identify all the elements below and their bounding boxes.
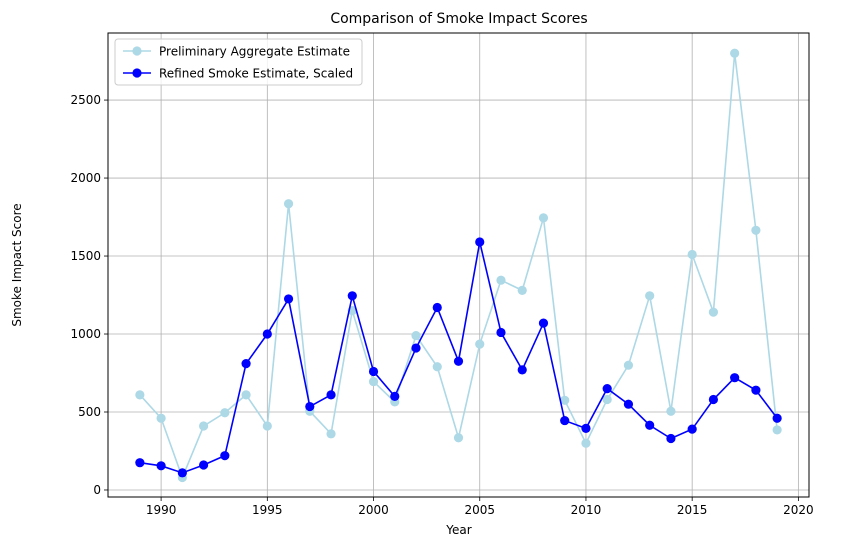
series-2-point [432,302,442,313]
y-tick-label: 500 [78,405,101,419]
chart-title: Comparison of Smoke Impact Scores [330,11,587,27]
series-2-point [453,356,464,366]
legend: Preliminary Aggregate Estimate Refined Sm… [114,38,363,86]
series-2-point [135,458,145,468]
legend-label-2: Refined Smoke Estimate, Scaled [159,67,353,81]
legend-marker-2 [132,68,142,78]
y-axis-label: Smoke Impact Score [10,203,24,326]
series-2-point [623,399,634,409]
series-1-point [538,213,549,223]
plot-frame [107,32,810,498]
series-1-point [581,438,591,448]
legend-box [114,38,363,86]
series-2-point [411,343,421,353]
y-tick-label: 1000 [70,327,101,341]
series-2-point [645,420,655,430]
series-2-point [156,461,166,471]
series-2-point [708,394,719,405]
series-1-point [411,330,421,341]
series-1-point [730,48,740,58]
series-2-point [581,423,591,433]
series-1-point [687,249,697,260]
series-lines [135,48,782,483]
x-tick-label: 2010 [571,503,602,517]
series-1-point [560,395,570,405]
series-2-point [687,424,697,434]
series-2-point [283,294,294,304]
series-1-point [708,307,719,317]
series-1-point [453,433,464,443]
series-2-point [368,366,379,377]
legend-marker-1 [132,46,142,56]
series-1-point [326,429,336,439]
series-1-point [517,285,527,295]
x-tick-label: 2015 [677,503,708,517]
series-2-point [751,385,761,395]
x-axis-label: Year [445,523,471,537]
series-1-point [241,390,251,400]
x-tick-label: 1990 [146,503,177,517]
series-1-point [432,362,442,372]
series-2-point [241,359,251,369]
series-1-point [283,199,294,209]
series-1-point [368,376,379,387]
series-2-point [475,237,485,247]
series-1-point [156,413,166,423]
series-1-point [666,406,676,416]
legend-label-1: Preliminary Aggregate Estimate [159,45,350,59]
x-tick-label: 2020 [783,503,814,517]
x-tick-label: 2000 [358,503,389,517]
y-tick-label: 0 [93,483,101,497]
series-1-point [198,421,209,431]
series-2-point [390,391,400,402]
series-2-point [262,329,272,339]
series-2-point [772,413,782,423]
series-2-point [666,433,676,444]
series-2-point [560,415,570,426]
series-1-point [496,275,506,285]
series-1-point [262,421,272,431]
x-tick-label: 2005 [464,503,495,517]
series-2-point [602,384,612,394]
series-2-point [496,327,506,338]
series-1-point [623,360,634,370]
y-tick-label: 1500 [70,249,101,263]
series-2-point [730,373,740,383]
series-2-point [347,291,357,301]
series-2-point [305,401,315,412]
series-2-point [177,468,187,478]
series-1-point [475,339,485,349]
series-2-point [198,460,209,470]
x-tick-label: 1995 [252,503,283,517]
series-1-point [772,425,782,435]
y-tick-label: 2500 [70,93,101,107]
series-2-point [517,365,527,375]
series-line-1 [139,53,778,480]
series-1-point [220,408,230,418]
series-1-point [751,225,761,235]
y-tick-label: 2000 [70,171,101,185]
series-1-point [602,394,612,405]
axes: 1990 1995 2000 2005 2010 2015 2020 0 500 1000 1500… [70,93,813,517]
grid [108,33,809,497]
series-2-point [220,451,230,461]
series-1-point [645,291,655,301]
series-2-point [326,390,336,400]
series-2-point [538,318,549,328]
series-1-point [135,390,145,400]
